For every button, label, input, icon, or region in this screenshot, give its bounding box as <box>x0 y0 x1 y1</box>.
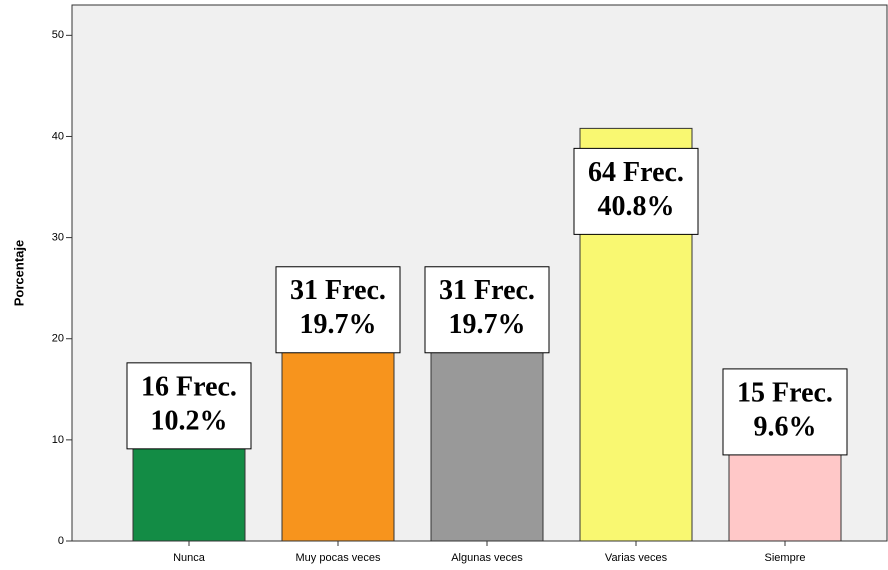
bar <box>132 437 246 542</box>
x-tick-label: Nunca <box>173 552 206 564</box>
bar <box>281 341 395 542</box>
x-tick-label: Muy pocas veces <box>296 552 381 564</box>
y-tick-label: 30 <box>52 232 64 244</box>
value-label: 19.7% <box>449 309 526 340</box>
x-tick-label: Varias veces <box>605 552 668 564</box>
y-axis-label: Porcentaje <box>11 240 26 306</box>
count-label: 15 Frec. <box>737 377 833 408</box>
label-box <box>126 362 252 450</box>
y-tick-label: 10 <box>52 434 64 446</box>
count-label: 31 Frec. <box>290 275 386 306</box>
x-tick-label: Siempre <box>765 552 806 564</box>
value-label: 9.6% <box>754 411 817 442</box>
label-box <box>573 147 699 235</box>
value-label: 10.2% <box>151 405 228 436</box>
label-box <box>722 368 848 456</box>
y-tick-label: 0 <box>58 535 64 547</box>
label-box <box>424 266 550 354</box>
y-tick-label: 20 <box>52 333 64 345</box>
y-tick-label: 50 <box>52 29 64 41</box>
value-label: 19.7% <box>300 309 377 340</box>
count-label: 64 Frec. <box>588 157 684 188</box>
count-label: 31 Frec. <box>439 275 535 306</box>
count-label: 16 Frec. <box>141 371 237 402</box>
value-label: 40.8% <box>598 191 675 222</box>
bar <box>728 443 842 542</box>
label-box <box>275 266 401 354</box>
y-tick-label: 40 <box>52 130 64 142</box>
x-tick-label: Algunas veces <box>451 552 523 564</box>
bar <box>430 341 544 542</box>
